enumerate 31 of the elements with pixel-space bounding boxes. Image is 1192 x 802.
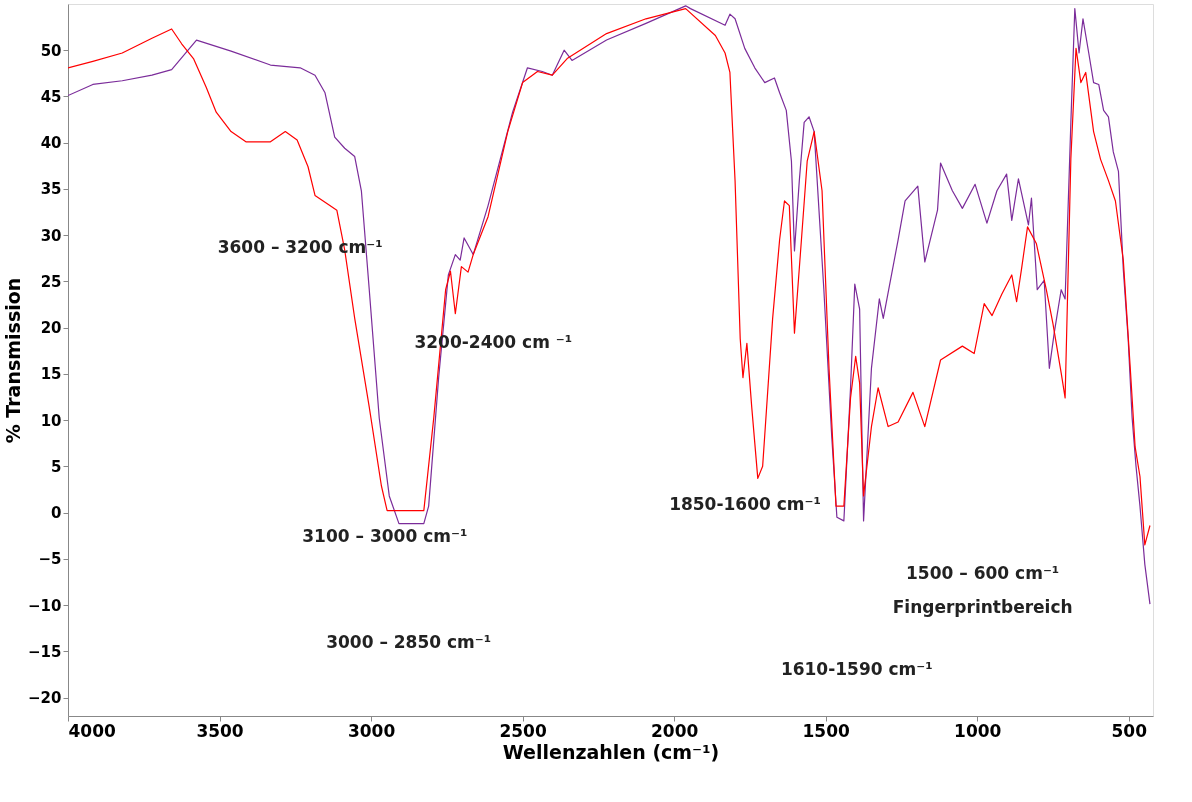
y-tick-label: 35	[40, 180, 62, 199]
annotation: 1850-1600 cm⁻¹	[669, 493, 821, 514]
y-tick-label: −20	[28, 689, 62, 708]
x-tick-label: 2000	[650, 720, 699, 741]
x-axis-title: Wellenzahlen (cm⁻¹)	[502, 740, 720, 763]
y-tick-label: 20	[40, 319, 62, 338]
y-axis-title: % Transmission	[2, 277, 25, 444]
y-tick-label: 30	[40, 226, 62, 245]
x-tick-label: 2500	[499, 720, 547, 741]
x-tick-label: 1000	[954, 720, 1002, 741]
annotation: 3000 – 2850 cm⁻¹	[326, 631, 492, 652]
y-tick-label: 45	[40, 87, 62, 106]
annotation: 1500 – 600 cm⁻¹	[906, 562, 1060, 583]
y-tick-label: 10	[40, 411, 62, 430]
x-tick-label: 3500	[196, 720, 244, 741]
x-tick-label: 3000	[347, 720, 396, 741]
y-tick-label: −10	[28, 596, 62, 615]
y-tick-label: 50	[40, 41, 62, 60]
x-tick-label: 500	[1111, 720, 1148, 741]
y-tick-label: 15	[40, 365, 62, 384]
annotation: Fingerprintbereich	[892, 596, 1073, 617]
annotation: 1610-1590 cm⁻¹	[780, 658, 933, 679]
y-tick-label: 40	[40, 134, 62, 153]
annotation: 3100 – 3000 cm⁻¹	[302, 526, 468, 547]
y-tick-label: −5	[38, 550, 62, 569]
y-tick-label: 0	[51, 504, 62, 523]
x-tick-label: 4000	[68, 720, 116, 741]
x-tick-label: 1500	[802, 720, 850, 741]
y-tick-label: 25	[40, 272, 62, 291]
y-tick-label: −15	[28, 642, 62, 661]
y-tick-label: 5	[51, 457, 62, 476]
